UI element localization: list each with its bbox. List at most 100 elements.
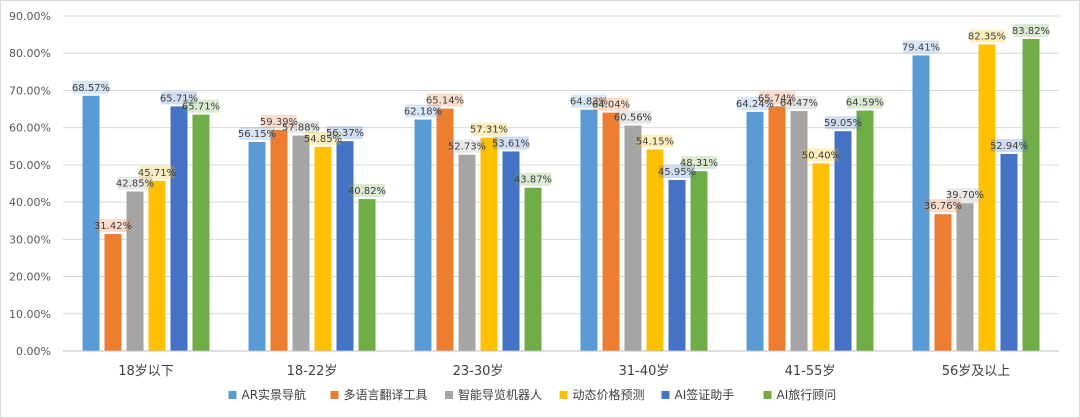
data-label: 79.41%: [902, 42, 940, 53]
data-label: 42.85%: [116, 179, 154, 190]
legend-swatch: [661, 391, 670, 399]
bar: [934, 214, 952, 351]
data-label-box: [659, 164, 695, 178]
legend: AR实景导航 多语言翻译工具 智能导览机器人 动态价格预测 AI签证助手 AI旅行顾问: [228, 387, 836, 402]
x-tick-label: 41-55岁: [785, 364, 836, 379]
data-label-box: [593, 97, 629, 111]
y-tick-label: 90.00%: [9, 10, 51, 23]
data-label-box: [73, 80, 109, 94]
bar: [956, 203, 974, 351]
y-tick-label: 50.00%: [9, 159, 51, 172]
bar: [458, 154, 476, 351]
data-label-box: [449, 139, 485, 153]
data-label-box: [1013, 24, 1049, 38]
data-label: 56.37%: [326, 128, 364, 139]
data-label: 40.82%: [348, 186, 386, 197]
bar: [126, 191, 144, 351]
data-label: 64.83%: [570, 97, 608, 108]
data-label: 57.31%: [470, 125, 508, 136]
bar: [746, 111, 764, 351]
data-label-box: [925, 199, 961, 213]
bar: [524, 187, 542, 351]
bar: [812, 163, 830, 351]
data-label: 82.35%: [968, 31, 1006, 42]
x-tick-label: 18-22岁: [287, 364, 338, 379]
data-label-box: [615, 110, 651, 124]
data-label-box: [947, 188, 983, 202]
data-label: 65.74%: [758, 93, 796, 104]
bar: [292, 135, 310, 351]
data-label: 68.57%: [72, 83, 110, 94]
data-label-box: [95, 219, 131, 233]
data-label-box: [759, 91, 795, 105]
data-label-box: [991, 138, 1027, 152]
bar: [690, 171, 708, 351]
data-label-box: [405, 104, 441, 118]
data-label: 54.15%: [636, 136, 674, 147]
bar: [978, 44, 996, 351]
data-label-box: [571, 94, 607, 108]
bar: [192, 114, 210, 351]
data-label: 64.59%: [846, 98, 884, 109]
x-tick-label: 31-40岁: [619, 364, 670, 379]
bar: [314, 146, 332, 351]
data-label-box: [349, 184, 385, 198]
bar: [602, 112, 620, 351]
y-tick-label: 40.00%: [9, 196, 51, 209]
data-labels: 68.57% 31.42% 42.85%45.71% 65.71%65.71% 56.1…: [72, 24, 1050, 233]
x-tick-label: 23-30岁: [453, 364, 504, 379]
data-label: 52.94%: [990, 141, 1028, 152]
bar: [790, 111, 808, 351]
data-label-box: [681, 156, 717, 170]
bar: [668, 179, 686, 351]
data-label: 57.88%: [282, 123, 320, 134]
data-label: 53.61%: [492, 138, 530, 149]
data-label-box: [327, 126, 363, 140]
y-tick-label: 30.00%: [9, 233, 51, 246]
y-axis-tick-labels: 0.00% 10.00% 20.00% 30.00% 40.00% 50.00% 60.00…: [9, 10, 51, 358]
bar: [82, 95, 100, 352]
data-label-box: [471, 122, 507, 136]
legend-label: 多语言翻译工具: [344, 388, 428, 402]
bar: [248, 141, 266, 351]
data-label: 36.76%: [924, 201, 962, 212]
bar: [358, 199, 376, 351]
data-label-box: [493, 136, 529, 150]
data-label: 65.14%: [426, 96, 464, 107]
data-label-box: [239, 126, 275, 140]
bar: [170, 106, 188, 351]
bar: [1000, 153, 1018, 351]
bar: [414, 119, 432, 352]
legend-label: AI签证助手: [675, 387, 735, 402]
bar: [148, 180, 166, 351]
data-label-box: [161, 91, 197, 105]
data-label: 59.39%: [260, 117, 298, 128]
data-label-box: [117, 176, 153, 190]
data-label: 64.04%: [592, 100, 630, 111]
legend-label: 智能导览机器人: [458, 387, 542, 402]
y-tick-label: 0.00%: [16, 345, 51, 358]
y-tick-label: 20.00%: [9, 271, 51, 284]
bar: [856, 110, 874, 351]
bar: [580, 109, 598, 352]
data-label-box: [183, 99, 219, 113]
x-tick-label: 18岁以下: [118, 364, 174, 379]
data-label-box: [139, 165, 175, 179]
y-tick-label: 10.00%: [9, 308, 51, 321]
data-label: 60.56%: [614, 113, 652, 124]
bar: [436, 108, 454, 351]
data-label: 48.31%: [680, 158, 718, 169]
legend-swatch: [228, 391, 237, 399]
bar: [270, 129, 288, 351]
bars: [82, 39, 1040, 352]
legend-label: 动态价格预测: [573, 387, 645, 402]
y-tick-label: 70.00%: [9, 84, 51, 97]
data-label: 43.87%: [514, 175, 552, 186]
data-label: 64.47%: [780, 98, 818, 109]
data-label: 50.40%: [802, 150, 840, 161]
data-label: 39.70%: [946, 190, 984, 201]
data-label-box: [261, 114, 297, 128]
bar: [104, 234, 122, 351]
gridlines: [63, 15, 1059, 315]
